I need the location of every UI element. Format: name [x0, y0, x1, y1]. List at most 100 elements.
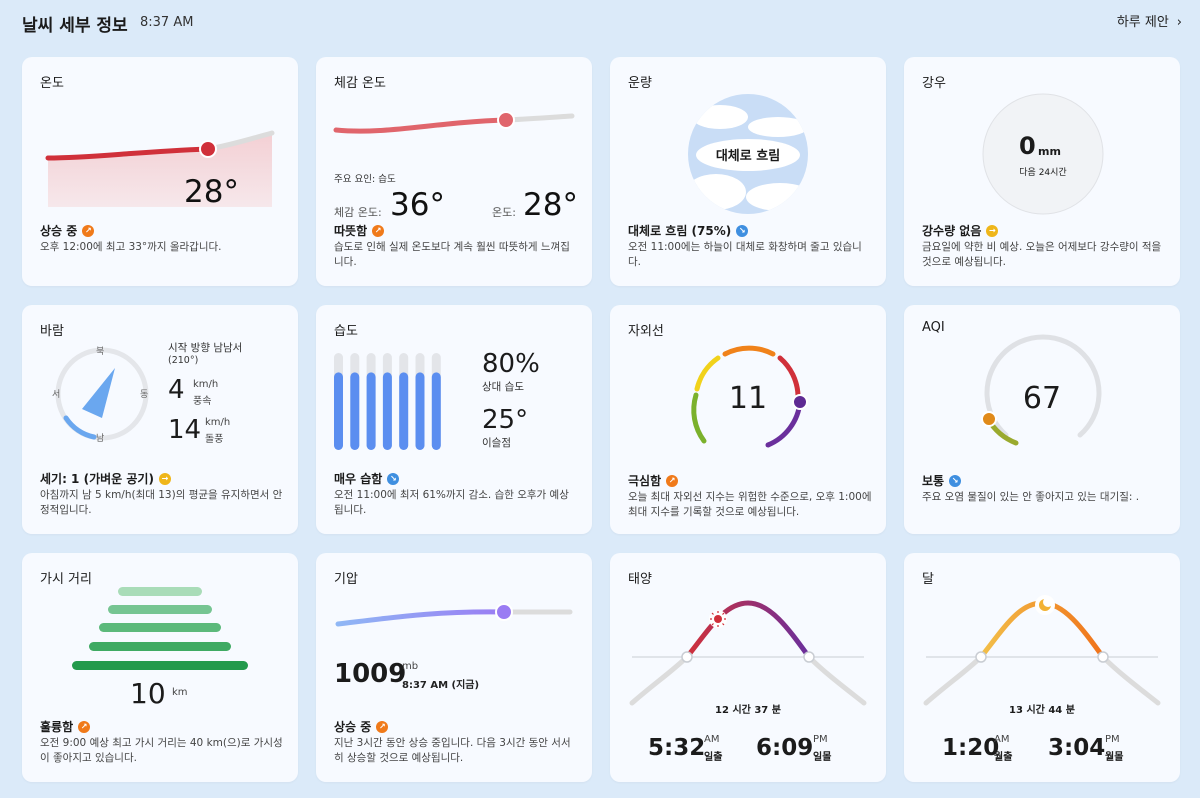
moonset-label: 월몰	[1105, 752, 1124, 763]
humidity-card[interactable]: 습도 80% 상대 습도 25° 이슬점 매우 습함 ↘ 오전 11:00에 최저…	[316, 305, 592, 534]
pressure-unit: mb	[402, 661, 419, 672]
humidity-bar-fill	[415, 372, 425, 450]
humidity-bar-fill	[334, 372, 343, 450]
visibility-card[interactable]: 가시 거리 10 km 훌륭함 ↗ 오전 9:00 예상 최고 가시 거리는 40…	[22, 553, 298, 782]
trend-down-icon: ↘	[387, 472, 400, 485]
wind-gust: 14	[168, 415, 202, 445]
pressure-time: 8:37 AM (지금)	[402, 680, 480, 691]
humidity-bar-fill	[382, 372, 392, 450]
card-title: 가시 거리	[40, 572, 92, 587]
trend-flat-icon: →	[158, 472, 171, 485]
moon-card[interactable]: 달 13 시간 44 분 1:20 AM 월출 3:04 PM 월몰	[904, 553, 1180, 782]
wind-speed-unit: km/h	[193, 379, 219, 390]
description: 오늘 최대 자외선 지수는 위험한 수준으로, 오후 1:00에 최대 지수를 …	[628, 491, 872, 518]
wind-speed: 4	[168, 375, 185, 405]
precipitation-card[interactable]: 강우 0 mm 다음 24시간 강수량 없음 → 금요일에 약한 비 예상. 오늘…	[904, 57, 1180, 286]
feels-like-value: 36°	[390, 187, 445, 223]
status-text: 대체로 흐림 (75%)	[628, 224, 732, 238]
trend-up-icon: ↗	[78, 720, 91, 733]
aqi-card[interactable]: AQI 67 보통 ↘ 주요 오염 물질이 있는 안 좋아지고 있는 대기질: .	[904, 305, 1180, 534]
moonset-ampm: PM	[1105, 734, 1120, 745]
description: 오후 12:00에 최고 33°까지 올라갑니다.	[40, 241, 222, 253]
pressure-card[interactable]: 기압 1009 mb 8:37 AM (지금) 상승 중 ↗ 지난 3시간 동안 …	[316, 553, 592, 782]
status-text: 훌륭함	[40, 720, 74, 734]
feels-label: 체감 온도:	[334, 206, 382, 219]
trend-up-icon: ↗	[372, 224, 385, 237]
card-title: 체감 온도	[334, 76, 386, 91]
status-label: 강수량 없음 →	[922, 222, 999, 239]
status-label: 대체로 흐림 (75%) ↘	[628, 222, 749, 239]
wind-speed-label: 풍속	[193, 396, 212, 407]
humidity-bars	[334, 353, 441, 450]
status-label: 상승 중 ↗	[334, 718, 389, 735]
header-bar: 날씨 세부 정보 8:37 AM 하루 제안 ›	[0, 0, 1200, 44]
chevron-right-icon: ›	[1176, 15, 1182, 30]
precip-unit: mm	[1038, 145, 1061, 158]
status-label: 따뜻함 ↗	[334, 222, 385, 239]
card-title: 바람	[40, 324, 64, 339]
visibility-bars	[72, 587, 248, 670]
sun-icon	[709, 610, 727, 628]
day-length: 12 시간 37 분	[715, 705, 781, 716]
cloud-cover-card[interactable]: 운량 대체로 흐림 대체로 흐림 (75%) ↘ 오전 11:00에는 하늘이 대…	[610, 57, 886, 286]
status-label: 상승 중 ↗	[40, 222, 95, 239]
status-label: 보통 ↘	[922, 472, 962, 489]
moon-path-graph	[923, 595, 1161, 706]
humidity-value: 80%	[482, 349, 540, 379]
daily-suggestion-link[interactable]: 하루 제안 ›	[1117, 11, 1182, 30]
status-label: 훌륭함 ↗	[40, 718, 91, 735]
description: 습도로 인해 실제 온도보다 계속 훨씬 따뜻하게 느껴집니다.	[334, 241, 570, 268]
sunrise-ampm: AM	[704, 734, 720, 745]
pressure-value: 1009	[334, 659, 407, 689]
uv-value: 11	[728, 381, 768, 416]
card-title: 자외선	[628, 324, 664, 339]
current-point	[199, 140, 217, 158]
wind-card[interactable]: 바람 북 남 동 서 시작 방향 남남서 (210°) 4 km/h 풍속 14…	[22, 305, 298, 534]
visibility-unit: km	[172, 687, 188, 698]
card-title: 운량	[628, 76, 652, 91]
card-title: AQI	[922, 320, 945, 335]
description: 금요일에 약한 비 예상. 오늘은 어제보다 강수량이 적을 것으로 예상됩니다…	[922, 241, 1162, 268]
uv-gauge	[691, 345, 808, 448]
sunrise-label: 일출	[704, 752, 723, 763]
page-time: 8:37 AM	[140, 15, 194, 30]
current-point	[495, 603, 513, 621]
humidity-bar-fill	[366, 372, 376, 450]
status-text: 극심함	[628, 474, 662, 488]
temperature-card[interactable]: 온도 28° 상승 중 ↗ 오후 12:00에 최고 33°까지 올라갑니다.	[22, 57, 298, 286]
description: 지난 3시간 동안 상승 중입니다. 다음 3시간 동안 서서히 상승할 것으로…	[334, 737, 571, 764]
uv-card[interactable]: 자외선 11 극심함 ↗ 오늘 최대 자외선 지수는 위험한 수준으로, 오후 1…	[610, 305, 886, 534]
feels-like-card[interactable]: 체감 온도 주요 요인: 습도 체감 온도: 36° 온도: 28° 따뜻함 ↗ …	[316, 57, 592, 286]
sunrise-time: 5:32	[648, 735, 706, 761]
description: 오전 11:00에 최저 61%까지 감소. 습한 오후가 예상됩니다.	[334, 489, 569, 516]
moonrise-ampm: AM	[994, 734, 1010, 745]
trend-flat-icon: →	[986, 224, 999, 237]
card-title: 태양	[628, 572, 652, 587]
compass-east: 동	[140, 390, 149, 400]
temp-label: 온도:	[492, 206, 516, 219]
moon-icon	[1035, 595, 1055, 615]
sun-card[interactable]: 태양 12 시간 37 분 5:32 AM 일출 6:09 PM 일몰	[610, 553, 886, 782]
temperature-value: 28°	[184, 174, 239, 210]
trend-down-icon: ↘	[949, 474, 962, 487]
dew-point-value: 25°	[482, 405, 529, 435]
status-text: 따뜻함	[334, 224, 368, 238]
moonrise-time: 1:20	[942, 735, 1000, 761]
card-title: 온도	[40, 76, 64, 91]
aqi-gauge	[981, 334, 1102, 446]
feels-like-graph	[333, 111, 575, 134]
card-title: 강우	[922, 76, 946, 91]
visibility-value: 10	[130, 677, 166, 710]
description: 아침까지 남 5 km/h(최대 13)의 평균을 유지하면서 안정적입니다.	[40, 489, 283, 516]
humidity-bar-fill	[399, 372, 409, 450]
compass-north: 북	[96, 347, 105, 357]
status-text: 상승 중	[334, 720, 372, 734]
status-text: 매우 습함	[334, 472, 383, 486]
wind-compass	[55, 347, 149, 441]
humidity-bar-fill	[350, 372, 360, 450]
status-text: 세기: 1 (가벼운 공기)	[40, 472, 154, 486]
main-factor: 주요 요인: 습도	[334, 174, 396, 185]
description: 주요 오염 물질이 있는 안 좋아지고 있는 대기질: .	[922, 491, 1140, 503]
status-text: 상승 중	[40, 224, 78, 238]
status-label: 극심함 ↗	[628, 472, 679, 489]
